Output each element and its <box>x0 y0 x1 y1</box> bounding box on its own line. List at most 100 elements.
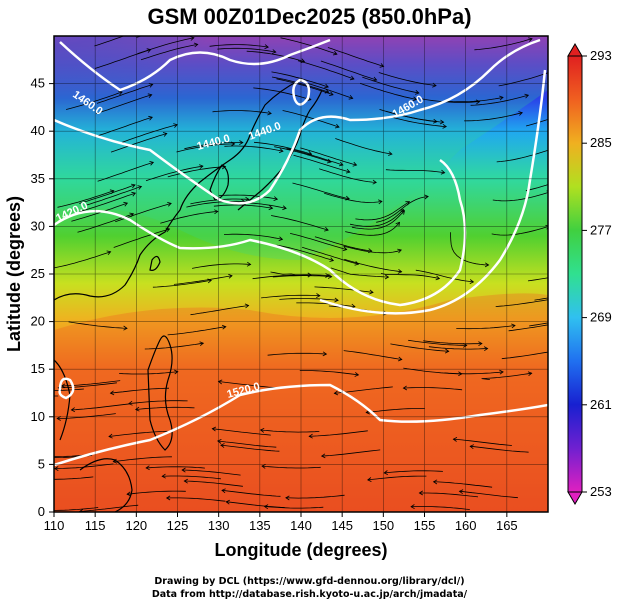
streamline <box>349 209 404 227</box>
streamline-arrowhead <box>334 297 339 303</box>
streamline-arrowhead <box>478 341 483 347</box>
streamline-arrowhead <box>440 169 446 175</box>
streamline-arrowhead <box>322 351 328 357</box>
streamline-arrowhead <box>230 141 236 147</box>
streamline-arrowhead <box>452 437 458 442</box>
streamline-arrowhead <box>414 90 420 95</box>
coastline-philippines <box>147 335 173 451</box>
streamline <box>299 370 359 376</box>
streamline <box>160 211 218 224</box>
streamline-arrowhead <box>128 400 133 406</box>
streamline <box>529 322 548 327</box>
streamline-arrowhead <box>278 148 284 153</box>
streamline-arrowhead <box>285 495 290 501</box>
streamline-arrowhead <box>424 194 429 200</box>
streamline <box>464 112 523 122</box>
contour-1460-south <box>319 69 547 315</box>
streamline-arrowhead <box>483 346 489 352</box>
streamline-arrowhead <box>354 372 360 377</box>
streamline-arrowhead <box>432 82 437 88</box>
x-axis-ticks: 110 115 120 125 130 135 140 145 150 155 160 165 <box>44 512 518 533</box>
streamline-arrowhead <box>70 407 76 413</box>
streamline-arrowhead <box>442 123 447 129</box>
streamline <box>408 339 467 346</box>
streamline-arrowhead <box>225 499 230 505</box>
credit-drawing: Drawing by DCL (https://www.gfd-dennou.o… <box>154 576 465 587</box>
streamline <box>474 38 533 51</box>
streamline-arrowhead <box>563 320 567 324</box>
x-tick-label: 135 <box>249 518 271 533</box>
streamline-arrowhead <box>368 248 373 254</box>
streamline <box>355 201 410 221</box>
colorbar-scale <box>567 55 583 493</box>
streamline-arrowhead <box>217 439 222 444</box>
streamline <box>450 232 489 266</box>
streamline-arrowhead <box>278 236 284 242</box>
streamline <box>226 501 285 508</box>
streamline <box>190 305 249 316</box>
y-tick-label: 5 <box>38 456 45 471</box>
x-tick-label: 165 <box>496 518 518 533</box>
streamline-arrowhead <box>397 248 402 254</box>
streamline-arrowhead <box>214 209 219 215</box>
streamline-arrowhead <box>397 268 403 274</box>
streamline-arrowhead <box>418 490 424 496</box>
streamline-arrowhead <box>463 342 468 348</box>
colorbar-tick-label: 285 <box>590 135 612 150</box>
streamline-arrowhead <box>267 110 272 116</box>
streamline <box>110 133 167 153</box>
streamline-arrowhead <box>329 91 334 96</box>
streamline <box>260 429 320 433</box>
y-axis-ticks: 0 5 10 15 20 25 30 35 40 45 <box>31 76 54 519</box>
streamline <box>351 210 405 230</box>
streamline <box>79 192 136 213</box>
streamline <box>96 116 153 137</box>
x-tick-label: 140 <box>290 518 312 533</box>
streamline-arrowhead <box>518 111 523 116</box>
streamline <box>271 215 329 231</box>
x-axis-label: Longitude (degrees) <box>214 540 387 560</box>
streamline <box>66 91 123 110</box>
streamline-arrowhead <box>167 202 172 207</box>
streamline-arrowhead <box>33 455 37 459</box>
streamline <box>343 245 402 254</box>
streamline <box>481 372 532 380</box>
colorbar: 253 261 269 277 285 293 <box>567 43 612 505</box>
streamline-arrowhead <box>109 390 115 396</box>
streamline-arrowhead <box>327 274 333 279</box>
streamline <box>525 118 548 127</box>
streamline <box>146 466 205 469</box>
streamline <box>280 37 338 55</box>
streamline <box>293 154 350 173</box>
streamline <box>345 222 400 236</box>
streamline <box>212 428 271 436</box>
streamline-arrowhead <box>268 205 274 211</box>
streamline <box>209 44 269 48</box>
streamline-arrowhead <box>126 491 131 497</box>
streamline-arrowhead <box>239 140 244 145</box>
streamline-arrowhead <box>165 495 171 501</box>
streamline <box>459 490 518 499</box>
streamline <box>223 233 283 240</box>
streamline-arrowhead <box>372 179 377 185</box>
streamline <box>525 184 548 192</box>
x-tick-label: 125 <box>167 518 189 533</box>
streamline-arrowhead <box>271 49 277 54</box>
streamline <box>79 504 139 512</box>
streamline <box>367 475 427 481</box>
streamline-arrowhead <box>282 205 287 211</box>
streamline <box>508 324 548 332</box>
colorbar-upper-arrow <box>567 43 583 57</box>
streamline <box>444 97 504 103</box>
streamline-arrowhead <box>149 161 155 166</box>
streamline-arrowhead <box>402 385 408 391</box>
streamline <box>261 465 321 469</box>
streamline <box>279 298 339 301</box>
streamline-arrowhead <box>378 199 383 205</box>
streamline <box>470 94 529 106</box>
colorbar-lower-arrow <box>567 491 583 505</box>
streamline <box>176 143 235 153</box>
streamline <box>428 346 488 350</box>
streamline <box>162 475 221 480</box>
